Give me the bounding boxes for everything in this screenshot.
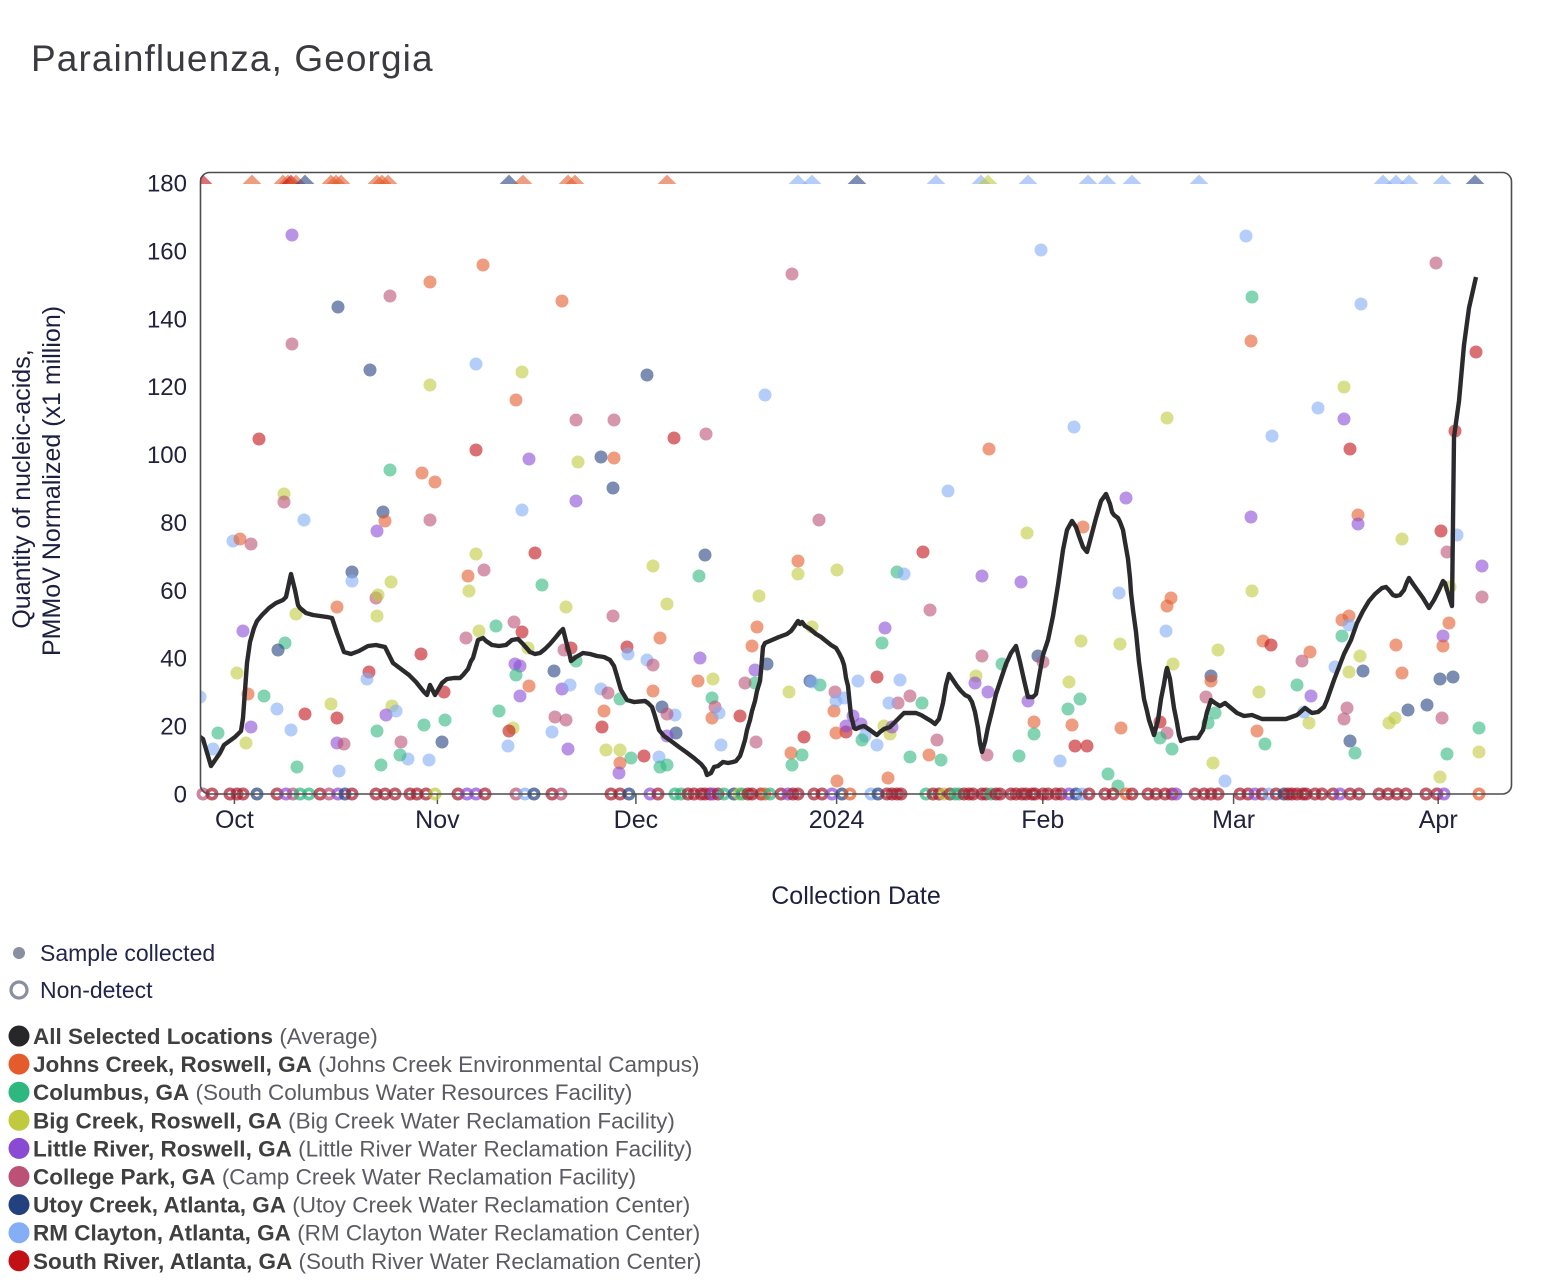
svg-text:2024: 2024 xyxy=(809,806,865,834)
svg-text:PMMoV Normalized (x1 million): PMMoV Normalized (x1 million) xyxy=(38,306,66,656)
svg-text:120: 120 xyxy=(147,374,187,401)
svg-text:60: 60 xyxy=(160,578,187,605)
svg-text:40: 40 xyxy=(160,646,187,673)
svg-text:0: 0 xyxy=(174,782,187,809)
svg-text:100: 100 xyxy=(147,442,187,469)
svg-text:Parainfluenza, Georgia: Parainfluenza, Georgia xyxy=(31,38,434,79)
svg-text:140: 140 xyxy=(147,306,187,333)
svg-text:Feb: Feb xyxy=(1021,806,1064,834)
svg-text:Mar: Mar xyxy=(1212,806,1255,834)
svg-text:Utoy Creek, Atlanta, GA (Utoy: Utoy Creek, Atlanta, GA (Utoy Creek Wate… xyxy=(33,1193,690,1218)
svg-text:All Selected Locations (Averag: All Selected Locations (Average) xyxy=(33,1024,378,1049)
svg-text:80: 80 xyxy=(160,510,187,537)
svg-text:Quantity of nucleic-acids,: Quantity of nucleic-acids, xyxy=(8,349,36,628)
svg-text:Apr: Apr xyxy=(1419,806,1458,834)
svg-text:Sample collected: Sample collected xyxy=(40,940,215,966)
svg-text:Collection Date: Collection Date xyxy=(771,882,941,910)
svg-text:College Park, GA (Camp Creek W: College Park, GA (Camp Creek Water Recla… xyxy=(33,1165,636,1190)
svg-text:RM Clayton, Atlanta, GA (RM Cl: RM Clayton, Atlanta, GA (RM Clayton Wate… xyxy=(33,1221,700,1246)
svg-text:20: 20 xyxy=(160,714,187,741)
svg-text:Dec: Dec xyxy=(614,806,658,834)
svg-text:Little River, Roswell, GA (Lit: Little River, Roswell, GA (Little River … xyxy=(33,1136,692,1161)
svg-text:Oct: Oct xyxy=(215,806,254,834)
svg-text:South River, Atlanta, GA (Sout: South River, Atlanta, GA (South River Wa… xyxy=(33,1249,702,1274)
svg-text:Nov: Nov xyxy=(415,806,460,834)
svg-text:Johns Creek, Roswell, GA (John: Johns Creek, Roswell, GA (Johns Creek En… xyxy=(33,1052,700,1077)
svg-text:160: 160 xyxy=(147,238,187,265)
svg-text:Non-detect: Non-detect xyxy=(40,977,153,1003)
svg-text:180: 180 xyxy=(147,171,187,198)
svg-text:Big Creek, Roswell, GA (Big Cr: Big Creek, Roswell, GA (Big Creek Water … xyxy=(33,1108,675,1133)
svg-text:Columbus, GA (South Columbus W: Columbus, GA (South Columbus Water Resou… xyxy=(33,1080,632,1105)
